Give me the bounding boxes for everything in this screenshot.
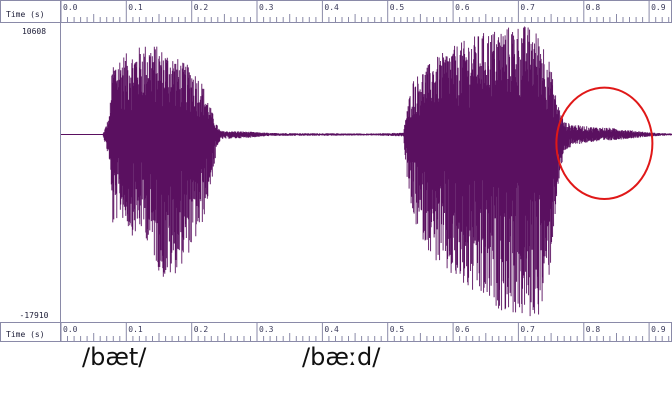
bottom-xlabel: Time (s) — [6, 330, 45, 339]
top-tick-label: 0.3 — [259, 3, 274, 12]
waveform-segment-4 — [563, 122, 672, 150]
bottom-tick-label: 0.3 — [259, 325, 274, 334]
top-tick-label: 0.5 — [390, 3, 405, 12]
y-min-label: -17910 — [20, 311, 49, 320]
waveform-panel: Time (s) 0.0 0.1 0.2 0.3 0.4 0.5 0.6 0.7 0.8 0.9 … — [0, 0, 672, 342]
bottom-tick-label: 0.9 — [651, 325, 666, 334]
top-xlabel: Time (s) — [6, 10, 45, 19]
top-tick-label: 0.9 — [651, 3, 666, 12]
annotation-ellipse — [555, 86, 654, 201]
waveform-segment-2 — [219, 130, 405, 139]
chart-background — [0, 0, 672, 342]
caption-word-2: /bæːd/ — [302, 343, 381, 371]
waveform-chart: Time (s) 0.0 0.1 0.2 0.3 0.4 0.5 0.6 0.7 0.8 0.9 … — [0, 0, 672, 342]
top-tick-label: 0.4 — [324, 3, 339, 12]
waveform-segment-3 — [403, 26, 565, 317]
bottom-tick-label: 0.7 — [520, 325, 535, 334]
caption-word-1: /bæt/ — [82, 343, 147, 371]
bottom-tick-label: 0.6 — [455, 325, 470, 334]
top-tick-label: 0.1 — [128, 3, 143, 12]
top-tick-label: 0.8 — [586, 3, 601, 12]
bottom-tick-group: 0.0 0.1 0.2 0.3 0.4 0.5 0.6 0.7 0.8 0.9 — [60, 323, 670, 341]
y-max-label: 10608 — [22, 27, 46, 36]
top-tick-label: 0.7 — [520, 3, 535, 12]
bottom-tick-label: 0.8 — [586, 325, 601, 334]
bottom-tick-label: 0.1 — [128, 325, 143, 334]
top-tick-label: 0.2 — [194, 3, 209, 12]
bottom-tick-label: 0.4 — [324, 325, 339, 334]
waveform-series — [61, 26, 672, 317]
waveform-segment-1 — [102, 46, 221, 277]
top-tick-label: 0.6 — [455, 3, 470, 12]
top-tick-group: 0.0 0.1 0.2 0.3 0.4 0.5 0.6 0.7 0.8 0.9 — [60, 1, 670, 22]
top-tick-label: 0.0 — [63, 3, 78, 12]
bottom-tick-label: 0.5 — [390, 325, 405, 334]
bottom-tick-label: 0.0 — [63, 325, 78, 334]
bottom-tick-label: 0.2 — [194, 325, 209, 334]
